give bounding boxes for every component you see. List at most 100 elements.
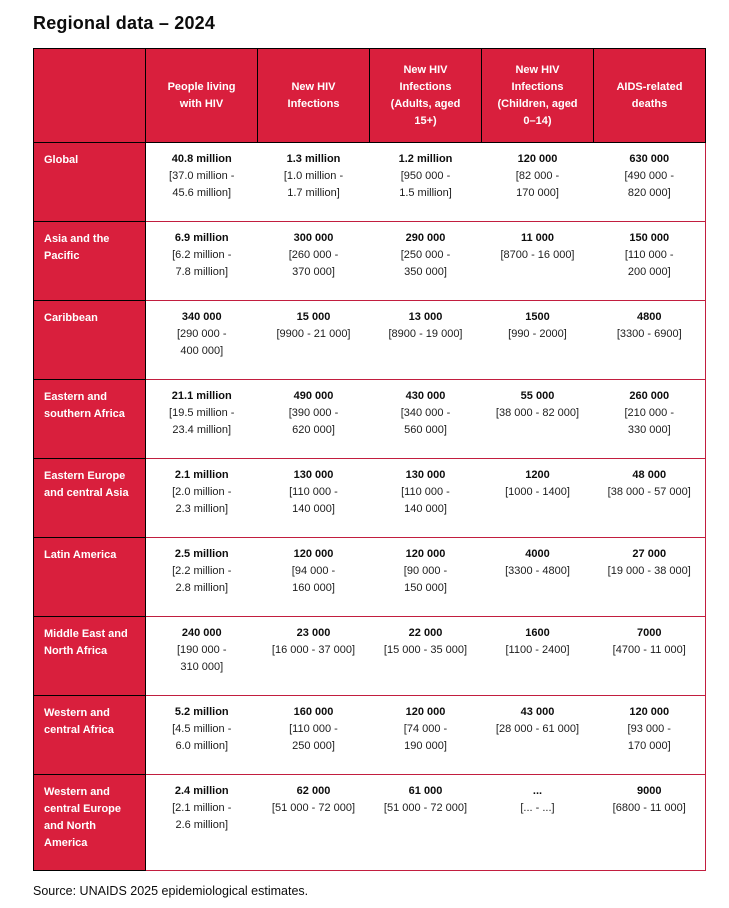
data-cell: 150 000 [110 000 - 200 000] bbox=[593, 221, 706, 301]
estimate-value: ... bbox=[532, 785, 543, 797]
data-cell: 21.1 million [19.5 million - 23.4 millio… bbox=[145, 379, 258, 459]
estimate-value: 630 000 bbox=[629, 153, 670, 165]
estimate-value: 2.1 million bbox=[174, 469, 229, 481]
estimate-range: [950 000 - 1.5 million] bbox=[399, 170, 452, 199]
data-cell: 120 000 [90 000 - 150 000] bbox=[369, 537, 482, 617]
estimate-range: [38 000 - 82 000] bbox=[495, 407, 580, 419]
data-cell: 490 000 [390 000 - 620 000] bbox=[257, 379, 370, 459]
estimate-value: 5.2 million bbox=[174, 706, 229, 718]
data-cell: 260 000 [210 000 - 330 000] bbox=[593, 379, 706, 459]
estimate-range: [2.1 million - 2.6 million] bbox=[172, 802, 232, 831]
estimate-value: 260 000 bbox=[629, 390, 670, 402]
estimate-range: [94 000 - 160 000] bbox=[291, 565, 336, 594]
estimate-value: 62 000 bbox=[296, 785, 331, 797]
estimate-range: [15 000 - 35 000] bbox=[383, 644, 468, 656]
estimate-range: [8900 - 19 000] bbox=[388, 328, 463, 340]
estimate-range: [1000 - 1400] bbox=[505, 486, 570, 498]
estimate-value: 4800 bbox=[637, 311, 662, 323]
corner-cell bbox=[33, 48, 146, 143]
estimate-range: [1.0 million - 1.7 million] bbox=[283, 170, 344, 199]
estimate-value: 6.9 million bbox=[174, 232, 229, 244]
estimate-range: [290 000 - 400 000] bbox=[176, 328, 227, 357]
estimate-range: [110 000 - 250 000] bbox=[289, 723, 338, 752]
estimate-value: 1500 bbox=[525, 311, 550, 323]
data-cell: 120 000 [74 000 - 190 000] bbox=[369, 695, 482, 775]
estimate-range: [260 000 - 370 000] bbox=[288, 249, 339, 278]
data-cell: 290 000 [250 000 - 350 000] bbox=[369, 221, 482, 301]
estimate-value: 21.1 million bbox=[171, 390, 232, 402]
data-cell: 4800 [3300 - 6900] bbox=[593, 300, 706, 380]
data-cell: 7000 [4700 - 11 000] bbox=[593, 616, 706, 696]
estimate-range: [490 000 - 820 000] bbox=[624, 170, 675, 199]
estimate-value: 130 000 bbox=[405, 469, 446, 481]
source-note: Source: UNAIDS 2025 epidemiological esti… bbox=[33, 884, 309, 898]
estimate-value: 120 000 bbox=[517, 153, 558, 165]
estimate-range: [990 - 2000] bbox=[508, 328, 567, 340]
column-header-plhiv: People living with HIV bbox=[145, 48, 258, 143]
data-cell: 130 000 [110 000 - 140 000] bbox=[257, 458, 370, 538]
estimate-range: [51 000 - 72 000] bbox=[271, 802, 356, 814]
estimate-range: [8700 - 16 000] bbox=[500, 249, 575, 261]
estimate-range: [38 000 - 57 000] bbox=[607, 486, 691, 498]
estimate-value: 120 000 bbox=[293, 548, 334, 560]
estimate-range: [93 000 - 170 000] bbox=[627, 723, 671, 752]
estimate-value: 9000 bbox=[637, 785, 662, 797]
estimate-value: 130 000 bbox=[293, 469, 334, 481]
estimate-range: [4.5 million - 6.0 million] bbox=[172, 723, 232, 752]
column-header-new-infections: New HIV Infections bbox=[257, 48, 370, 143]
estimate-value: 120 000 bbox=[405, 706, 446, 718]
table-row-western-central-europe-north-america: Western and central Europe and North Ame… bbox=[33, 774, 706, 871]
data-cell: 630 000 [490 000 - 820 000] bbox=[593, 142, 706, 222]
estimate-range: [6800 - 11 000] bbox=[612, 802, 686, 814]
estimate-range: [9900 - 21 000] bbox=[276, 328, 351, 340]
estimate-range: [110 000 - 200 000] bbox=[624, 249, 674, 278]
estimate-range: [19 000 - 38 000] bbox=[607, 565, 691, 577]
row-label: Latin America bbox=[33, 537, 146, 617]
data-cell: 120 000 [94 000 - 160 000] bbox=[257, 537, 370, 617]
table-row-asia-pacific: Asia and the Pacific 6.9 million [6.2 mi… bbox=[33, 221, 706, 301]
estimate-value: 490 000 bbox=[293, 390, 334, 402]
estimate-value: 4000 bbox=[525, 548, 550, 560]
estimate-value: 55 000 bbox=[520, 390, 555, 402]
data-cell: 55 000 [38 000 - 82 000] bbox=[481, 379, 594, 459]
estimate-range: [1100 - 2400] bbox=[505, 644, 570, 656]
data-cell: 130 000 [110 000 - 140 000] bbox=[369, 458, 482, 538]
estimate-value: 7000 bbox=[637, 627, 662, 639]
estimate-range: [... - ...] bbox=[520, 802, 555, 814]
data-cell: 1200 [1000 - 1400] bbox=[481, 458, 594, 538]
row-label: Caribbean bbox=[33, 300, 146, 380]
data-cell: 5.2 million [4.5 million - 6.0 million] bbox=[145, 695, 258, 775]
table-row-middle-east-north-africa: Middle East and North Africa 240 000 [19… bbox=[33, 616, 706, 696]
estimate-range: [210 000 - 330 000] bbox=[624, 407, 675, 436]
estimate-value: 430 000 bbox=[405, 390, 446, 402]
estimate-range: [390 000 - 620 000] bbox=[288, 407, 339, 436]
header-row: People living with HIV New HIV Infection… bbox=[33, 48, 706, 143]
data-cell: 1.3 million [1.0 million - 1.7 million] bbox=[257, 142, 370, 222]
row-label: Global bbox=[33, 142, 146, 222]
data-cell: 9000 [6800 - 11 000] bbox=[593, 774, 706, 871]
estimate-value: 1.3 million bbox=[286, 153, 341, 165]
estimate-value: 160 000 bbox=[293, 706, 334, 718]
data-cell: 2.4 million [2.1 million - 2.6 million] bbox=[145, 774, 258, 871]
estimate-range: [250 000 - 350 000] bbox=[400, 249, 451, 278]
estimate-value: 13 000 bbox=[408, 311, 443, 323]
estimate-value: 43 000 bbox=[520, 706, 555, 718]
estimate-value: 61 000 bbox=[408, 785, 443, 797]
estimate-value: 1600 bbox=[525, 627, 550, 639]
estimate-value: 120 000 bbox=[405, 548, 446, 560]
table-row-eastern-europe-central-asia: Eastern Europe and central Asia 2.1 mill… bbox=[33, 458, 706, 538]
estimate-value: 40.8 million bbox=[171, 153, 232, 165]
data-cell: 11 000 [8700 - 16 000] bbox=[481, 221, 594, 301]
table-row-caribbean: Caribbean 340 000 [290 000 - 400 000] 15… bbox=[33, 300, 706, 380]
data-cell: 61 000 [51 000 - 72 000] bbox=[369, 774, 482, 871]
estimate-range: [110 000 - 140 000] bbox=[289, 486, 338, 515]
row-label: Western and central Europe and North Ame… bbox=[33, 774, 146, 871]
estimate-value: 290 000 bbox=[405, 232, 446, 244]
data-cell: 43 000 [28 000 - 61 000] bbox=[481, 695, 594, 775]
column-header-new-infections-adults: New HIV Infections (Adults, aged 15+) bbox=[369, 48, 482, 143]
estimate-range: [90 000 - 150 000] bbox=[403, 565, 448, 594]
column-header-aids-deaths: AIDS-related deaths bbox=[593, 48, 706, 143]
estimate-value: 340 000 bbox=[181, 311, 222, 323]
estimate-range: [340 000 - 560 000] bbox=[400, 407, 451, 436]
data-cell: 62 000 [51 000 - 72 000] bbox=[257, 774, 370, 871]
